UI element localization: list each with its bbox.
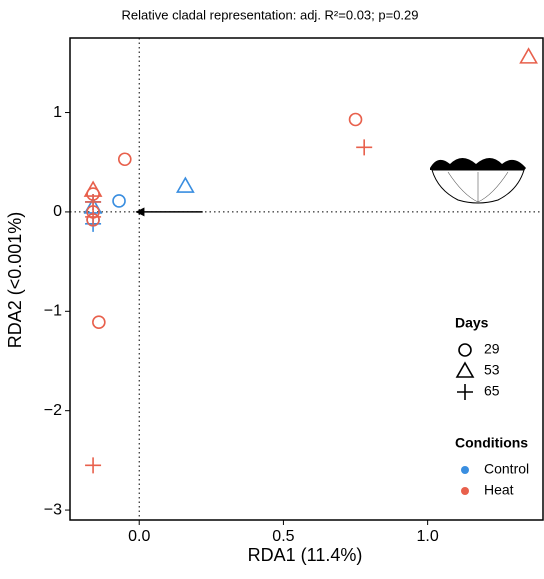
legend-marker [461, 466, 469, 474]
legend-label: Heat [484, 482, 514, 498]
y-tick-label: −2 [44, 402, 62, 419]
point [92, 315, 106, 330]
x-tick-label: 1.0 [417, 528, 439, 545]
legend-title: Conditions [455, 435, 528, 451]
plot-border [69, 37, 544, 521]
point [348, 112, 363, 127]
y-tick-label: −3 [44, 501, 62, 518]
legend-label: 29 [484, 341, 500, 357]
legend-marker [458, 343, 472, 357]
y-axis-label: RDA2 (<0.001%) [5, 212, 25, 349]
point [519, 47, 538, 64]
legend-marker [457, 384, 473, 400]
point [175, 176, 195, 193]
y-tick-label: −1 [44, 303, 62, 320]
point [112, 194, 126, 208]
point [117, 152, 132, 167]
y-tick-label: 1 [53, 104, 62, 121]
legend-label: Control [484, 461, 529, 477]
point [85, 208, 102, 225]
legend-marker [461, 487, 469, 495]
y-tick-label: 0 [53, 203, 62, 220]
legend-marker [455, 361, 475, 378]
x-tick-label: 0.0 [128, 528, 150, 545]
legend-label: 65 [484, 383, 500, 399]
legend-label: 53 [484, 362, 500, 378]
chart-title: Relative cladal representation: adj. R²=… [121, 7, 418, 22]
x-axis-label: RDA1 (11.4%) [248, 545, 363, 565]
point [85, 193, 102, 210]
x-tick-label: 0.5 [272, 528, 294, 545]
clam-icon [430, 158, 526, 204]
point [85, 457, 102, 474]
legend-title: Days [455, 315, 489, 331]
point [356, 139, 373, 156]
